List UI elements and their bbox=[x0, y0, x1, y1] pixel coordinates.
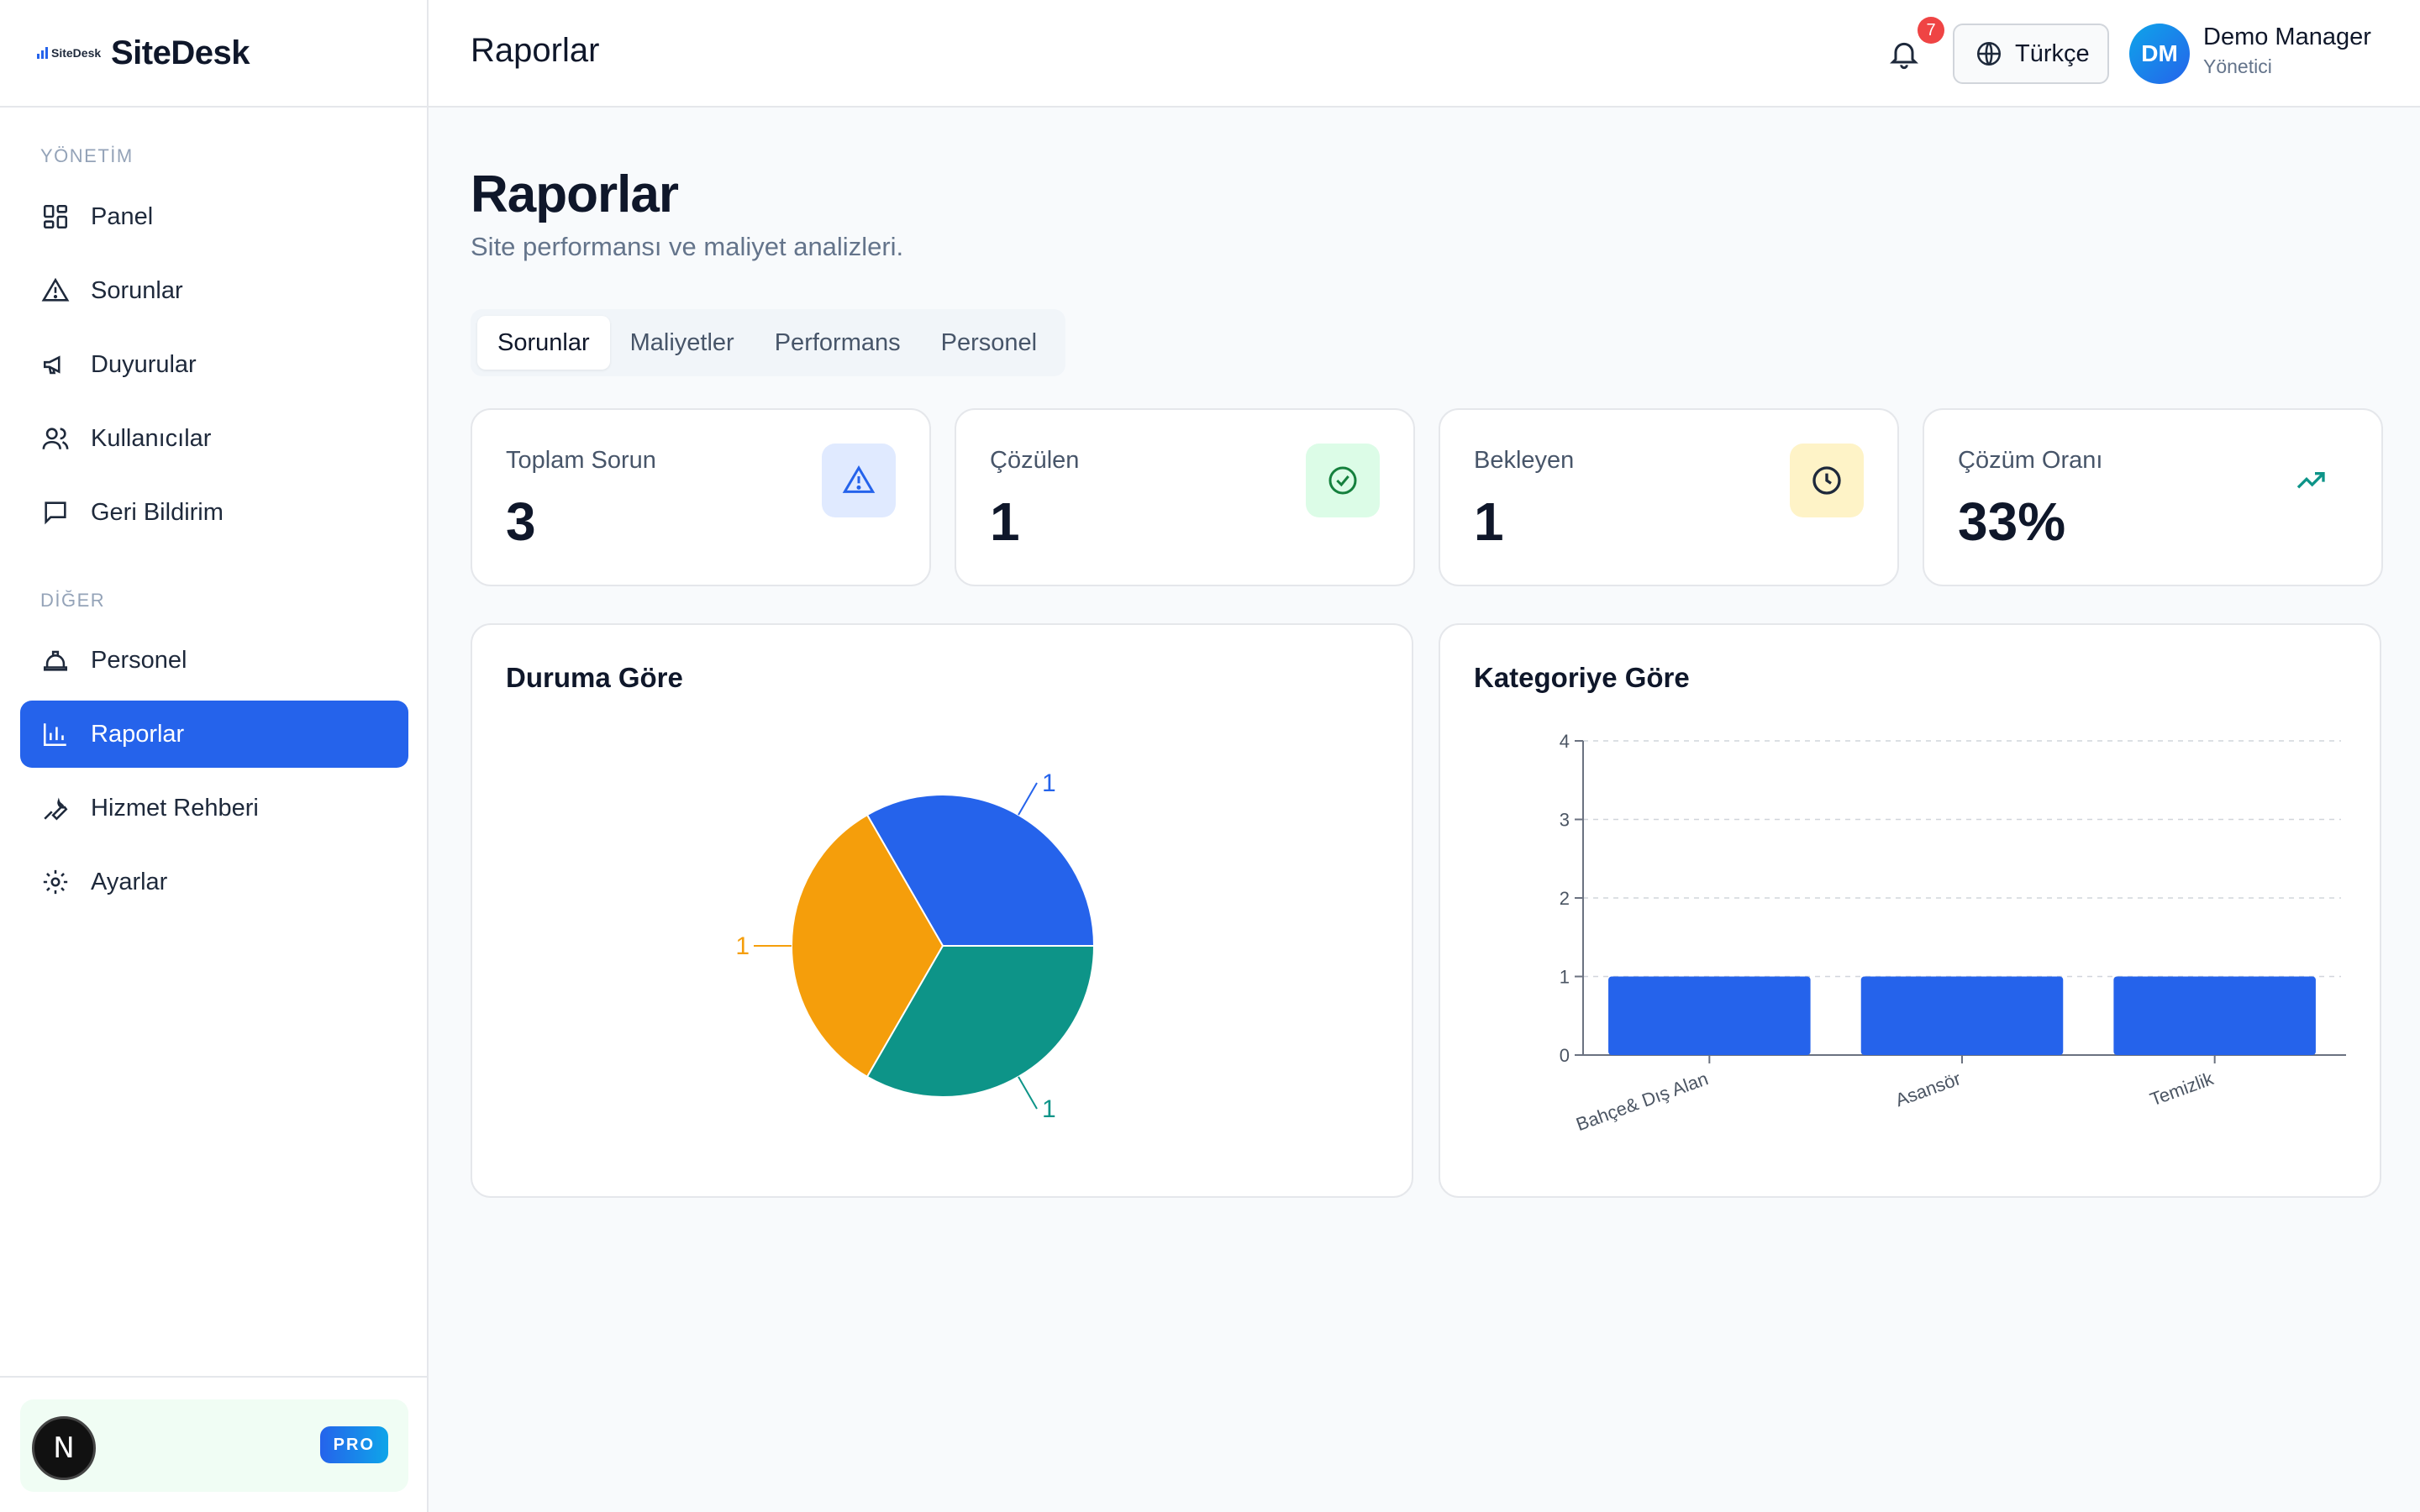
header-title: Raporlar bbox=[471, 32, 600, 69]
chart-title: Kategoriye Göre bbox=[1474, 662, 1690, 693]
tab-sorunlar[interactable]: Sorunlar bbox=[477, 316, 610, 370]
sidebar-item-label: Geri Bildirim bbox=[91, 498, 224, 526]
brand-logo-text: SiteDesk bbox=[51, 46, 102, 60]
tab-performans[interactable]: Performans bbox=[774, 328, 901, 356]
avatar[interactable]: DM bbox=[2129, 24, 2190, 84]
bar[interactable] bbox=[1860, 976, 2064, 1056]
sidebar-item-label: Personel bbox=[91, 646, 187, 674]
sidebar-item-ayarlar[interactable]: Ayarlar bbox=[20, 848, 408, 916]
megaphone-icon bbox=[40, 349, 71, 380]
plan-card[interactable]: N PRO bbox=[20, 1399, 408, 1492]
bar-chart-icon bbox=[40, 719, 71, 749]
y-tick-label: 2 bbox=[1560, 888, 1570, 909]
globe-icon bbox=[1976, 41, 2002, 66]
pro-badge: PRO bbox=[319, 1426, 388, 1463]
sidebar: SiteDesk SiteDesk YÖNETİM Panel Sorunlar… bbox=[0, 0, 429, 1512]
users-icon bbox=[40, 423, 71, 454]
n-badge[interactable]: N bbox=[32, 1416, 96, 1480]
tab-maliyetler[interactable]: Maliyetler bbox=[629, 328, 734, 356]
x-tick-label: Bahçe& Dış Alan bbox=[1573, 1068, 1711, 1135]
logo-bars-icon bbox=[37, 47, 48, 59]
language-selector[interactable]: Türkçe bbox=[1953, 24, 2109, 84]
message-icon bbox=[40, 497, 71, 528]
stat-value: 3 bbox=[506, 491, 536, 552]
sidebar-item-label: Kullanıcılar bbox=[91, 424, 212, 452]
pie-data-label: 1 bbox=[1042, 1095, 1056, 1123]
brand-logo: SiteDesk bbox=[37, 46, 101, 60]
stat-card-total: Toplam Sorun 3 bbox=[471, 408, 931, 586]
sidebar-item-raporlar[interactable]: Raporlar bbox=[20, 701, 408, 768]
stat-card-pending: Bekleyen 1 bbox=[1439, 408, 1899, 586]
stat-label: Bekleyen bbox=[1474, 447, 1575, 474]
sidebar-item-label: Duyurular bbox=[91, 350, 197, 378]
x-tick-label: Asansör bbox=[1892, 1068, 1963, 1110]
y-tick-label: 0 bbox=[1560, 1045, 1570, 1066]
stat-value: 33% bbox=[1958, 491, 2066, 552]
stat-value: 1 bbox=[1474, 491, 1504, 552]
top-header: Raporlar 7 Türkçe DM Demo Manager Yöneti… bbox=[429, 0, 2420, 108]
nav-section-management: YÖNETİM bbox=[40, 145, 134, 166]
stat-label: Toplam Sorun bbox=[506, 447, 656, 474]
trending-up-icon bbox=[2274, 444, 2348, 517]
language-label: Türkçe bbox=[2015, 39, 2090, 67]
check-circle-icon bbox=[1306, 444, 1380, 517]
sidebar-item-label: Sorunlar bbox=[91, 276, 183, 304]
brand[interactable]: SiteDesk SiteDesk bbox=[0, 0, 427, 108]
page-subtitle: Site performansı ve maliyet analizleri. bbox=[471, 232, 904, 261]
stat-card-resolution-rate: Çözüm Oranı 33% bbox=[1923, 408, 2383, 586]
hard-hat-icon bbox=[40, 645, 71, 675]
sidebar-item-geri-bildirim[interactable]: Geri Bildirim bbox=[20, 479, 408, 546]
sidebar-footer: N PRO bbox=[0, 1376, 427, 1512]
y-tick-label: 3 bbox=[1560, 810, 1570, 831]
user-name[interactable]: Demo Manager bbox=[2203, 24, 2371, 50]
stat-label: Çözüm Oranı bbox=[1958, 447, 2103, 474]
sidebar-item-duyurular[interactable]: Duyurular bbox=[20, 331, 408, 398]
tab-personel[interactable]: Personel bbox=[940, 328, 1038, 356]
sidebar-item-label: Ayarlar bbox=[91, 868, 168, 895]
user-role: Yönetici bbox=[2203, 55, 2272, 77]
sidebar-item-label: Raporlar bbox=[91, 720, 185, 748]
sidebar-item-kullanicilar[interactable]: Kullanıcılar bbox=[20, 405, 408, 472]
notification-bell-icon[interactable] bbox=[1887, 37, 1921, 71]
brand-name: SiteDesk bbox=[111, 34, 250, 71]
category-chart-card: Kategoriye Göre 0 1 2 3 4 Bahçe& Dış Alan Asan… bbox=[1439, 623, 2381, 1198]
pie-label-line bbox=[1018, 782, 1038, 816]
pie-data-label: 1 bbox=[735, 932, 750, 960]
pie-label-line bbox=[1018, 1076, 1038, 1110]
warning-icon bbox=[40, 276, 71, 306]
sidebar-item-personel[interactable]: Personel bbox=[20, 627, 408, 694]
pie-data-label: 1 bbox=[1042, 769, 1056, 797]
bar-chart: 0 1 2 3 4 Bahçe& Dış Alan Asansör Temizlik bbox=[1560, 731, 2346, 1135]
sidebar-item-hizmet-rehberi[interactable]: Hizmet Rehberi bbox=[20, 774, 408, 842]
dashboard-icon bbox=[40, 202, 71, 232]
stat-card-resolved: Çözülen 1 bbox=[955, 408, 1415, 586]
y-tick-label: 4 bbox=[1560, 731, 1570, 752]
report-tabs: Sorunlar Maliyetler Performans Personel bbox=[471, 309, 1065, 376]
page-title: Raporlar bbox=[471, 165, 679, 223]
sidebar-item-panel[interactable]: Panel bbox=[20, 183, 408, 250]
stat-label: Çözülen bbox=[990, 447, 1080, 474]
status-chart-card: Duruma Göre 1 1 1 bbox=[471, 623, 1413, 1198]
y-tick-label: 1 bbox=[1560, 967, 1570, 988]
stat-value: 1 bbox=[990, 491, 1020, 552]
notification-count-badge: 7 bbox=[1918, 17, 1944, 44]
chart-title: Duruma Göre bbox=[506, 662, 683, 693]
gear-icon bbox=[40, 867, 71, 897]
x-tick-label: Temizlik bbox=[2147, 1068, 2217, 1110]
bar[interactable] bbox=[2113, 976, 2316, 1056]
bar[interactable] bbox=[1608, 976, 1811, 1056]
warning-icon bbox=[822, 444, 896, 517]
sidebar-item-sorunlar[interactable]: Sorunlar bbox=[20, 257, 408, 324]
wrench-icon bbox=[40, 793, 71, 823]
nav-section-other: DİĞER bbox=[40, 590, 106, 611]
clock-icon bbox=[1790, 444, 1864, 517]
pie-chart: 1 1 1 bbox=[735, 769, 1096, 1123]
sidebar-item-label: Panel bbox=[91, 202, 154, 230]
sidebar-item-label: Hizmet Rehberi bbox=[91, 794, 259, 822]
